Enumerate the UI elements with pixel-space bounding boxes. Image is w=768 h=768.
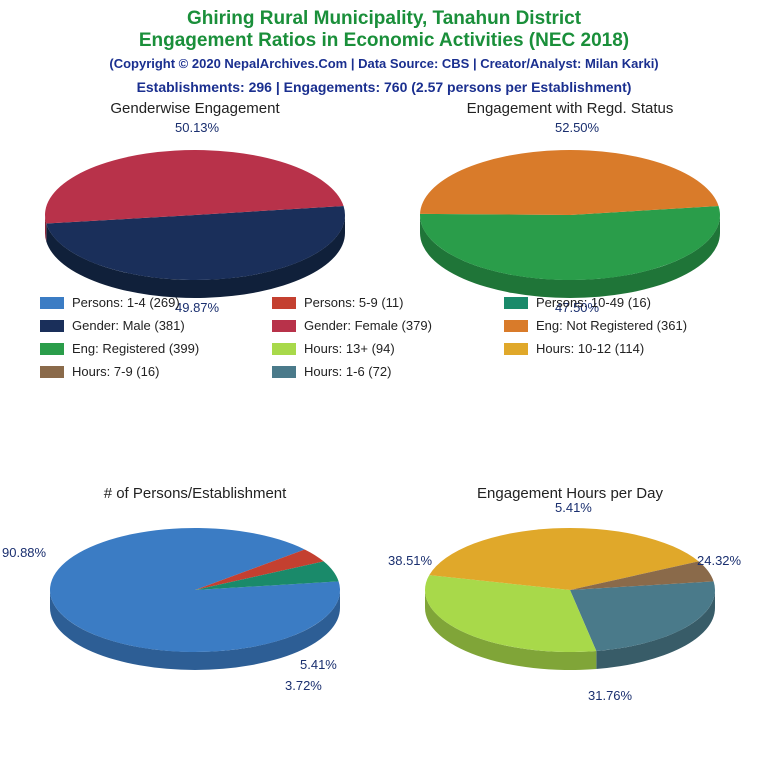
legend-label: Hours: 13+ (94) <box>304 341 395 356</box>
legend-swatch <box>40 297 64 309</box>
legend-label: Gender: Male (381) <box>72 318 185 333</box>
legend-swatch <box>272 343 296 355</box>
legend-label: Hours: 10-12 (114) <box>536 341 644 356</box>
pie-label: 50.13% <box>175 120 219 135</box>
legend-swatch <box>504 343 528 355</box>
chart-title: # of Persons/Establishment <box>25 485 365 502</box>
legend-swatch <box>272 297 296 309</box>
legend-swatch <box>272 366 296 378</box>
legend-item: Eng: Registered (399) <box>40 341 264 356</box>
legend-label: Persons: 5-9 (11) <box>304 295 403 310</box>
legend-swatch <box>504 320 528 332</box>
legend-swatch <box>40 320 64 332</box>
legend-swatch <box>504 297 528 309</box>
legend-swatch <box>272 320 296 332</box>
chart-title: Genderwise Engagement <box>25 100 365 117</box>
charts-container: Genderwise Engagement Engagement with Reg… <box>0 100 768 768</box>
legend-label: Eng: Not Registered (361) <box>536 318 687 333</box>
legend-item: Eng: Not Registered (361) <box>504 318 728 333</box>
legend-item: Hours: 13+ (94) <box>272 341 496 356</box>
pie-label: 90.88% <box>2 545 46 560</box>
legend-item: Persons: 1-4 (269) <box>40 295 264 310</box>
legend-label: Eng: Registered (399) <box>72 341 199 356</box>
legend-swatch <box>40 366 64 378</box>
legend-item: Hours: 10-12 (114) <box>504 341 728 356</box>
pie-label: 24.32% <box>697 553 741 568</box>
legend-label: Persons: 1-4 (269) <box>72 295 180 310</box>
legend-item: Gender: Female (379) <box>272 318 496 333</box>
pie-label: 52.50% <box>555 120 599 135</box>
pie-label: 5.41% <box>300 657 337 672</box>
pie-label: 5.41% <box>555 500 592 515</box>
legend-item: Hours: 7-9 (16) <box>40 364 264 379</box>
legend: Persons: 1-4 (269) Persons: 5-9 (11) Perso… <box>40 295 728 379</box>
legend-item: Persons: 10-49 (16) <box>504 295 728 310</box>
pie-slice <box>50 528 340 652</box>
legend-label: Persons: 10-49 (16) <box>536 295 651 310</box>
pie-label: 3.72% <box>285 678 322 693</box>
pie-label: 38.51% <box>388 553 432 568</box>
legend-item: Gender: Male (381) <box>40 318 264 333</box>
legend-label: Gender: Female (379) <box>304 318 432 333</box>
legend-swatch <box>40 343 64 355</box>
legend-item: Hours: 1-6 (72) <box>272 364 496 379</box>
pie-slice <box>420 150 719 215</box>
legend-item: Persons: 5-9 (11) <box>272 295 496 310</box>
chart-title: Engagement with Regd. Status <box>400 100 740 117</box>
legend-label: Hours: 7-9 (16) <box>72 364 159 379</box>
legend-label: Hours: 1-6 (72) <box>304 364 391 379</box>
pie-label: 31.76% <box>588 688 632 703</box>
